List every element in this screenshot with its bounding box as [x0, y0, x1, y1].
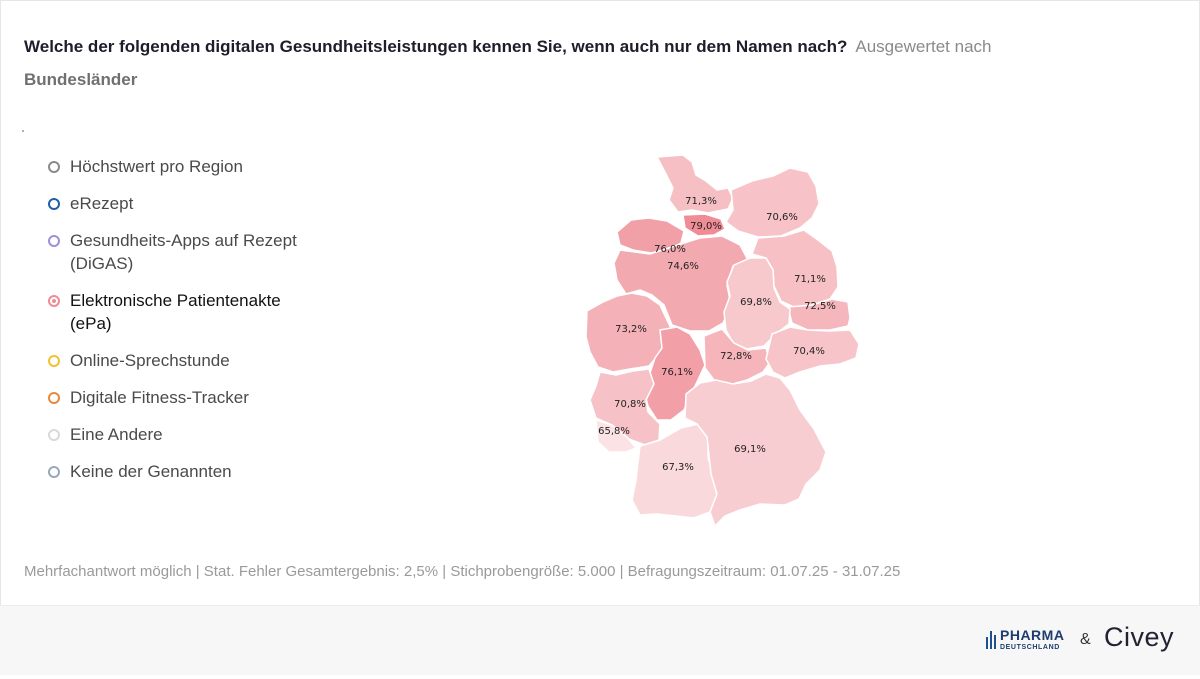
- region-value-label: 69,1%: [734, 444, 766, 455]
- region-berlin[interactable]: [787, 298, 851, 331]
- legend-item[interactable]: Digitale Fitness-Tracker: [48, 386, 308, 409]
- region-value-label: 70,8%: [614, 399, 646, 410]
- footer: PHARMA DEUTSCHLAND & Civey: [0, 605, 1200, 675]
- region-value-label: 70,6%: [766, 212, 798, 223]
- legend-marker-icon: [48, 392, 60, 404]
- region-thuringen[interactable]: [703, 328, 771, 386]
- region-bremen[interactable]: [616, 217, 685, 254]
- legend-marker-icon: [48, 235, 60, 247]
- legend: Höchstwert pro Region eRezept Gesundheits-…: [48, 155, 308, 497]
- region-value-label: 71,3%: [685, 196, 717, 207]
- legend-marker-icon: [48, 161, 60, 173]
- decorative-dot: [22, 130, 24, 132]
- region-value-label: 65,8%: [598, 426, 630, 437]
- legend-item[interactable]: Online-Sprechstunde: [48, 349, 308, 372]
- legend-item[interactable]: Keine der Genannten: [48, 460, 308, 483]
- pharma-logo-line2: DEUTSCHLAND: [1000, 644, 1060, 651]
- region-saarland[interactable]: [595, 418, 638, 453]
- subtitle-part1: Ausgewertet nach: [855, 37, 992, 56]
- region-value-label: 76,0%: [654, 244, 686, 255]
- legend-marker-icon: [48, 198, 60, 210]
- ampersand: &: [1080, 631, 1091, 648]
- region-value-label: 73,2%: [615, 324, 647, 335]
- region-mecklenburg-vorpommern[interactable]: [725, 167, 820, 238]
- legend-marker-icon: [48, 429, 60, 441]
- region-value-label: 67,3%: [662, 462, 694, 473]
- civey-logo[interactable]: Civey: [1104, 622, 1175, 652]
- legend-label: Höchstwert pro Region: [70, 157, 243, 176]
- legend-item[interactable]: eRezept: [48, 192, 308, 215]
- region-rheinland-pfalz[interactable]: [589, 368, 661, 446]
- region-value-label: 69,8%: [740, 297, 772, 308]
- legend-label: Eine Andere: [70, 425, 163, 444]
- legend-label: Elektronische Patientenakte (ePa): [70, 291, 281, 333]
- legend-marker-icon: [48, 295, 60, 307]
- chart-title: Welche der folgenden digitalen Gesundhei…: [24, 30, 1144, 96]
- region-bayern[interactable]: [684, 373, 827, 528]
- footnote: Mehrfachantwort möglich | Stat. Fehler G…: [24, 563, 901, 580]
- legend-marker-icon: [48, 355, 60, 367]
- pharma-logo-bars-icon: [986, 630, 996, 649]
- legend-item[interactable]: Elektronische Patientenakte (ePa): [48, 289, 308, 335]
- legend-label: Online-Sprechstunde: [70, 351, 230, 370]
- region-sachsen[interactable]: [765, 326, 860, 379]
- legend-label: Keine der Genannten: [70, 462, 232, 481]
- region-hamburg[interactable]: [682, 213, 726, 237]
- region-value-label: 74,6%: [667, 261, 699, 272]
- legend-label: Gesundheits-Apps auf Rezept (DiGAS): [70, 231, 297, 273]
- region-schleswig-holstein[interactable]: [655, 154, 734, 214]
- pharma-logo-line1: PHARMA: [1000, 627, 1065, 643]
- legend-item[interactable]: Gesundheits-Apps auf Rezept (DiGAS): [48, 229, 308, 275]
- region-value-label: 76,1%: [661, 367, 693, 378]
- question-text: Welche der folgenden digitalen Gesundhei…: [24, 37, 848, 56]
- legend-marker-icon: [48, 466, 60, 478]
- region-value-label: 79,0%: [690, 221, 722, 232]
- legend-item[interactable]: Eine Andere: [48, 423, 308, 446]
- legend-label: Digitale Fitness-Tracker: [70, 388, 249, 407]
- subtitle-part2: Bundesländer: [24, 70, 138, 89]
- legend-label: eRezept: [70, 194, 134, 213]
- pharma-deutschland-logo[interactable]: PHARMA DEUTSCHLAND: [986, 628, 1064, 651]
- region-value-label: 71,1%: [794, 274, 826, 285]
- region-value-label: 72,8%: [720, 351, 752, 362]
- region-value-label: 72,5%: [804, 301, 836, 312]
- region-value-label: 70,4%: [793, 346, 825, 357]
- legend-item[interactable]: Höchstwert pro Region: [48, 155, 308, 178]
- region-hessen[interactable]: [643, 326, 706, 421]
